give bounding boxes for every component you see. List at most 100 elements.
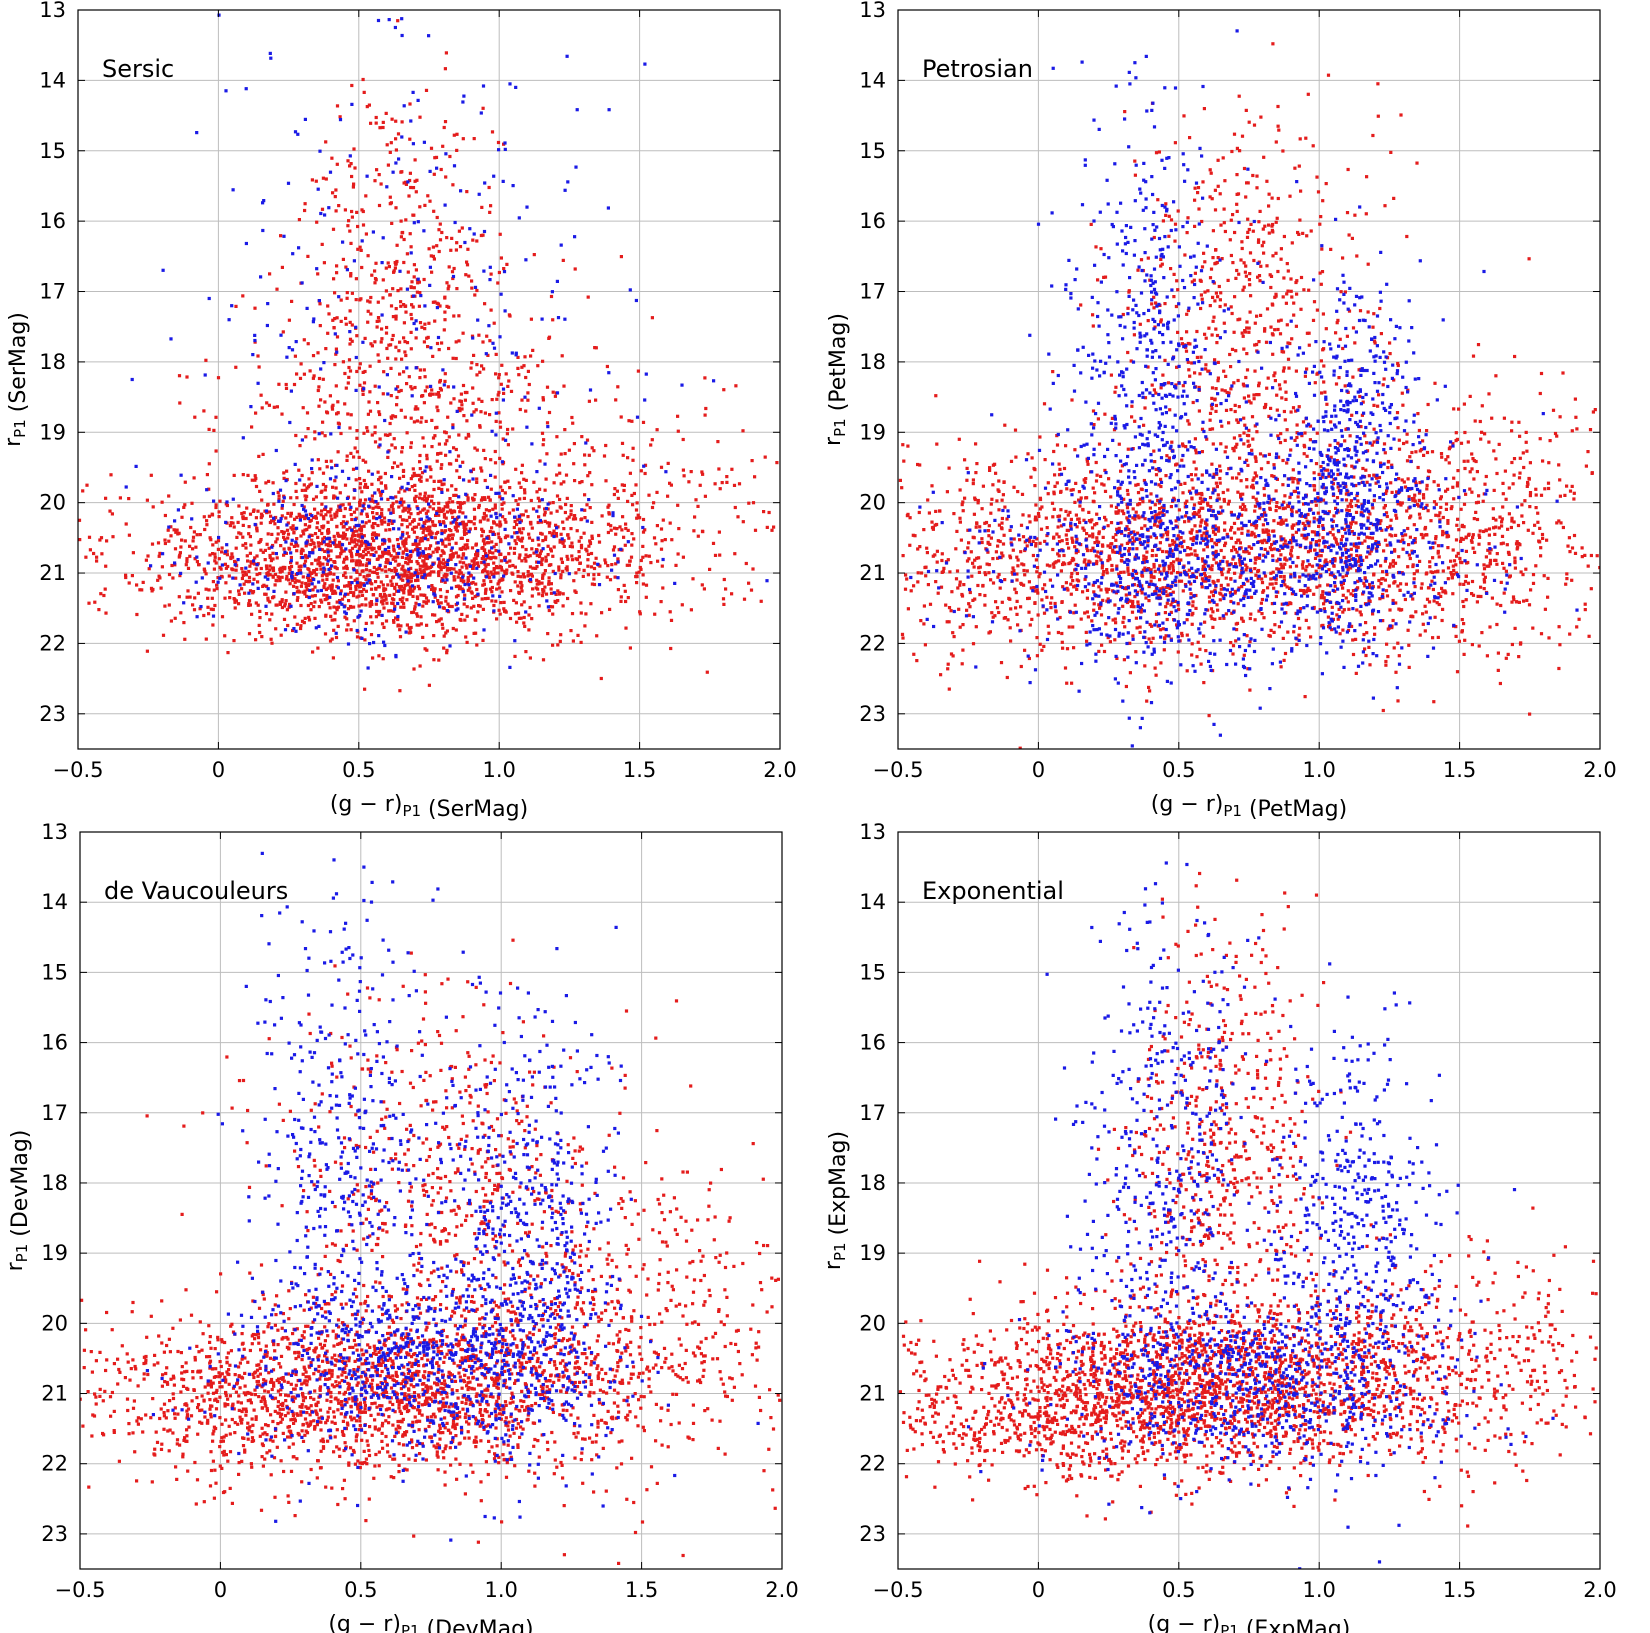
point-red [266,532,270,536]
point-red [1487,542,1491,546]
point-red [374,550,378,554]
point-red [235,535,239,539]
point-red [433,523,437,527]
point-red [371,593,376,597]
point-red [357,534,361,538]
point-red [1243,270,1247,274]
point-red [329,549,333,553]
point-blue [502,574,506,578]
point-red [335,606,339,610]
point-red [351,467,356,471]
point-blue [461,575,465,579]
point-red [387,609,391,613]
point-red [997,523,1001,527]
point-red [1555,521,1559,525]
point-blue [377,385,381,389]
point-blue [381,538,385,542]
point-red [361,458,365,462]
point-red [417,587,422,591]
point-red [388,432,392,436]
point-red [453,578,457,582]
point-red [275,537,279,541]
point-red [295,537,299,541]
point-red [480,534,484,538]
point-red [1399,582,1403,586]
point-red [437,509,442,514]
point-blue [203,373,207,377]
point-red [1075,587,1079,591]
point-blue [256,381,260,385]
point-red [546,544,550,548]
point-red [1305,454,1309,458]
point-red [376,316,381,320]
point-red [1452,572,1456,576]
point-red [208,553,212,557]
point-red [445,439,449,443]
point-red [341,257,345,261]
point-red [427,519,431,523]
point-red [332,534,336,538]
point-red [1280,602,1284,606]
point-red [346,607,351,611]
point-blue [321,570,325,574]
point-red [382,625,386,629]
point-red [491,551,495,555]
point-blue [233,563,237,567]
point-red [349,451,353,455]
point-red [319,598,323,602]
point-red [627,563,631,567]
point-red [172,528,176,532]
point-red [411,589,415,593]
point-red [304,585,308,589]
point-red [330,637,334,641]
point-red [1133,517,1137,521]
point-blue [407,567,411,571]
point-red [1238,541,1242,545]
point-red [270,641,274,645]
point-red [380,522,384,526]
point-red [260,514,264,518]
point-red [1204,367,1208,371]
point-red [272,502,276,506]
point-red [1149,535,1153,539]
point-red [447,435,451,439]
point-red [404,353,408,358]
point-red [325,562,329,566]
point-red [730,592,734,596]
point-red [1194,492,1199,496]
point-blue [378,515,382,519]
point-red [579,535,583,540]
point-red [681,468,685,472]
point-red [332,605,336,609]
point-red [256,580,260,584]
point-red [589,565,594,569]
point-red [361,563,365,567]
point-red [390,117,394,121]
point-blue [452,385,456,389]
point-red [391,466,395,470]
point-red [520,463,524,467]
point-red [140,588,144,592]
point-red [1246,230,1250,234]
point-red [497,376,501,380]
point-red [473,446,477,450]
point-red [420,325,424,329]
point-red [191,535,196,539]
point-red [416,584,420,588]
point-blue [472,232,476,236]
point-red [361,77,365,82]
point-red [1262,616,1266,620]
point-red [454,570,458,574]
point-red [392,547,396,551]
point-red [554,523,558,527]
point-blue [387,519,391,523]
point-red [345,291,349,295]
point-red [1097,649,1101,653]
point-red [330,517,334,521]
point-red [479,233,483,238]
point-red [312,374,316,378]
point-blue [467,583,471,587]
point-red [369,312,373,316]
point-red [334,384,338,388]
point-red [1031,539,1035,543]
